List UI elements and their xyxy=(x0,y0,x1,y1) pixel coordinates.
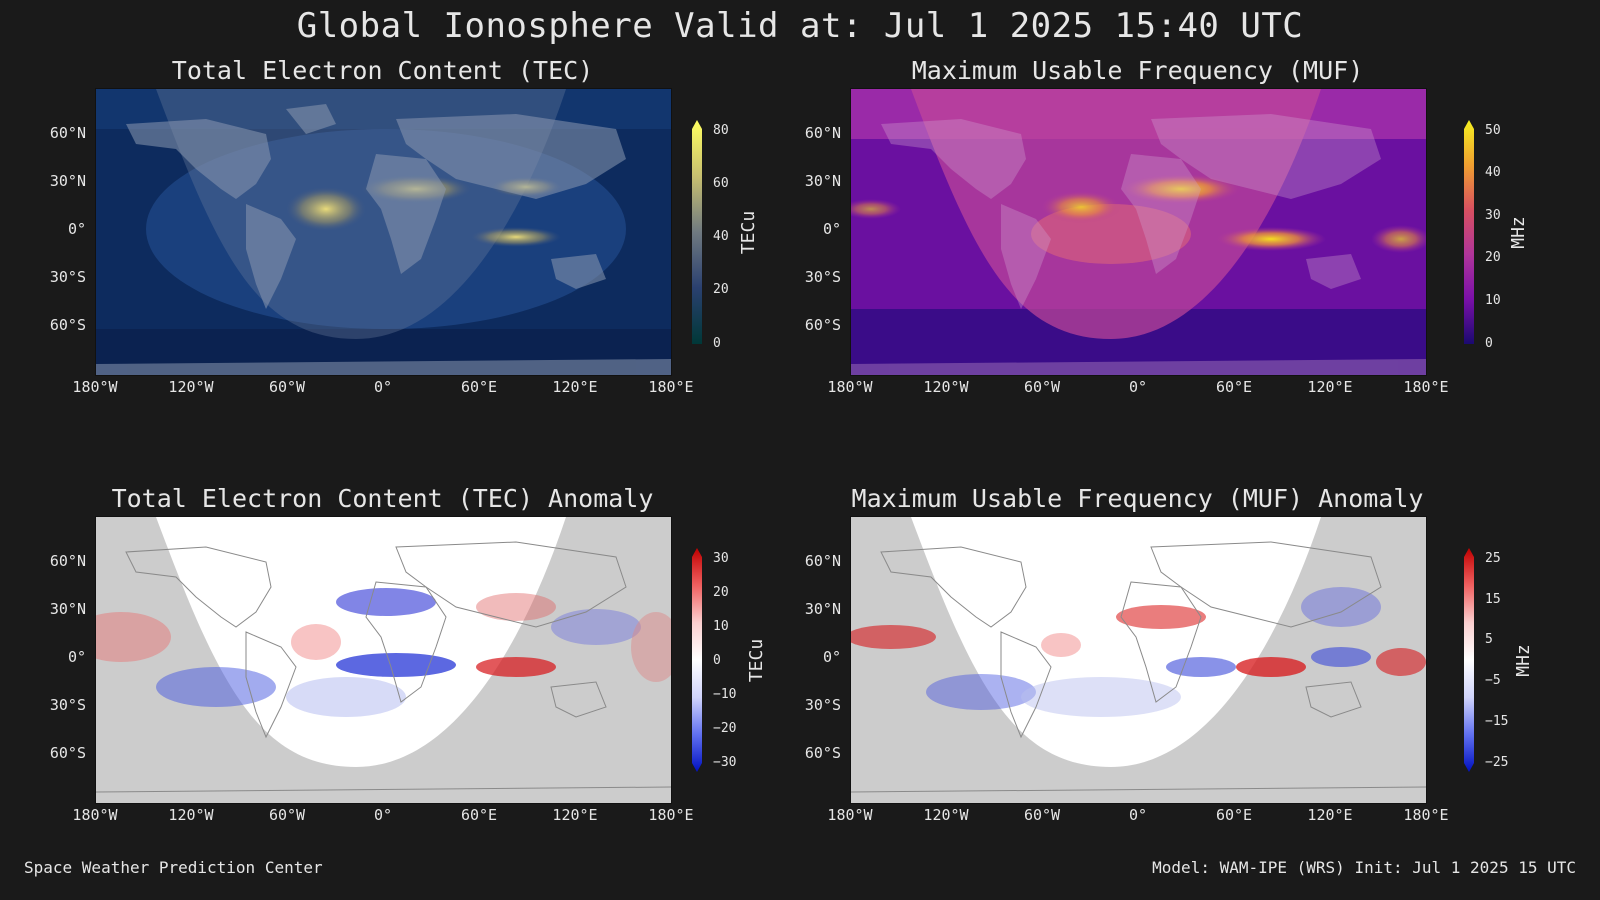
lat-label: 0° xyxy=(822,648,841,666)
colorbar-tick: 0 xyxy=(1485,336,1493,351)
lat-label: 0° xyxy=(67,220,86,238)
colorbar-tick: 30 xyxy=(1485,208,1501,223)
muf-map[interactable] xyxy=(850,88,1427,376)
colorbar-tick: 20 xyxy=(1485,250,1501,265)
lon-label: 60°E xyxy=(1215,378,1253,396)
lat-label: 30°N xyxy=(804,600,841,618)
lon-label: 60°W xyxy=(268,378,306,396)
colorbar-tick: 20 xyxy=(713,282,729,297)
tec-anomaly-map[interactable] xyxy=(95,516,672,804)
colorbar-tick: 0 xyxy=(713,336,721,351)
lon-label: 180°E xyxy=(648,378,694,396)
lat-label: 0° xyxy=(822,220,841,238)
lon-label: 60°E xyxy=(460,806,498,824)
lon-label: 0° xyxy=(373,378,393,396)
colorbar-unit: TECu xyxy=(746,638,768,683)
panel-title-tec-anomaly: Total Electron Content (TEC) Anomaly xyxy=(111,484,654,513)
colorbar-tick: 20 xyxy=(713,585,729,600)
lon-label: 120°W xyxy=(923,378,969,396)
lon-label: 0° xyxy=(373,806,393,824)
colorbar-tick: −25 xyxy=(1485,755,1509,770)
colorbar-tick: −15 xyxy=(1485,714,1509,729)
lon-label: 60°W xyxy=(1023,806,1061,824)
colorbar-tick: −20 xyxy=(713,721,737,736)
lon-label: 120°W xyxy=(168,378,214,396)
colorbar-tick: −5 xyxy=(1485,673,1501,688)
lon-label: 180°E xyxy=(1403,806,1449,824)
colorbar-tick: 5 xyxy=(1485,632,1493,647)
lon-label: 120°E xyxy=(552,378,598,396)
footer-credit: Space Weather Prediction Center xyxy=(24,858,323,877)
tec-anomaly-colorbar xyxy=(692,548,702,772)
colorbar-tick: 10 xyxy=(1485,293,1501,308)
lon-label: 60°W xyxy=(268,806,306,824)
lon-label: 120°W xyxy=(923,806,969,824)
colorbar-unit: TECu xyxy=(738,210,760,255)
muf-anomaly-map[interactable] xyxy=(850,516,1427,804)
panel-title-tec: Total Electron Content (TEC) xyxy=(171,56,594,85)
lon-label: 0° xyxy=(1128,806,1148,824)
footer-model-info: Model: WAM-IPE (WRS) Init: Jul 1 2025 15… xyxy=(1152,858,1576,877)
colorbar-tick: 80 xyxy=(713,123,729,138)
lat-label: 60°S xyxy=(49,744,86,762)
lon-label: 60°E xyxy=(460,378,498,396)
colorbar-tick: 50 xyxy=(1485,123,1501,138)
lat-label: 30°S xyxy=(804,268,841,286)
lon-label: 180°W xyxy=(827,378,873,396)
colorbar-tick: 10 xyxy=(713,619,729,634)
lat-label: 30°N xyxy=(804,172,841,190)
lon-label: 120°E xyxy=(1307,806,1353,824)
lat-label: 60°S xyxy=(804,744,841,762)
lon-label: 180°W xyxy=(72,806,118,824)
lat-label: 60°N xyxy=(804,124,841,142)
lat-label: 30°S xyxy=(49,268,86,286)
muf-anomaly-colorbar xyxy=(1464,548,1474,772)
colorbar-tick: −10 xyxy=(713,687,737,702)
lon-label: 0° xyxy=(1128,378,1148,396)
lat-label: 60°N xyxy=(804,552,841,570)
colorbar-tick: 60 xyxy=(713,176,729,191)
muf-map-graphic xyxy=(851,89,1426,375)
lon-label: 60°W xyxy=(1023,378,1061,396)
lat-label: 60°S xyxy=(804,316,841,334)
lat-label: 30°S xyxy=(49,696,86,714)
tec-map[interactable] xyxy=(95,88,672,376)
lon-label: 180°E xyxy=(1403,378,1449,396)
lat-label: 30°N xyxy=(49,600,86,618)
lon-label: 60°E xyxy=(1215,806,1253,824)
colorbar-tick: 25 xyxy=(1485,551,1501,566)
colorbar-tick: 15 xyxy=(1485,592,1501,607)
lat-label: 60°S xyxy=(49,316,86,334)
panel-title-muf-anomaly: Maximum Usable Frequency (MUF) Anomaly xyxy=(851,484,1424,513)
lon-label: 120°W xyxy=(168,806,214,824)
panel-title-muf: Maximum Usable Frequency (MUF) xyxy=(911,56,1364,85)
lon-label: 120°E xyxy=(552,806,598,824)
colorbar-tick: 40 xyxy=(713,229,729,244)
lon-label: 180°E xyxy=(648,806,694,824)
lon-label: 120°E xyxy=(1307,378,1353,396)
colorbar-tick: 30 xyxy=(713,551,729,566)
lat-label: 30°S xyxy=(804,696,841,714)
colorbar-unit: MHz xyxy=(1507,216,1529,249)
lat-label: 0° xyxy=(67,648,86,666)
lon-label: 180°W xyxy=(72,378,118,396)
tec-map-graphic xyxy=(96,89,671,375)
lat-label: 60°N xyxy=(49,552,86,570)
page-title: Global Ionosphere Valid at: Jul 1 2025 1… xyxy=(296,6,1304,46)
colorbar-tick: 40 xyxy=(1485,165,1501,180)
colorbar-unit: MHz xyxy=(1512,644,1534,677)
tec-colorbar xyxy=(692,120,702,344)
tec-anomaly-map-graphic xyxy=(96,517,671,803)
muf-anomaly-map-graphic xyxy=(851,517,1426,803)
colorbar-tick: −30 xyxy=(713,755,737,770)
muf-colorbar xyxy=(1464,120,1474,344)
lon-label: 180°W xyxy=(827,806,873,824)
colorbar-tick: 0 xyxy=(713,653,721,668)
lat-label: 60°N xyxy=(49,124,86,142)
lat-label: 30°N xyxy=(49,172,86,190)
